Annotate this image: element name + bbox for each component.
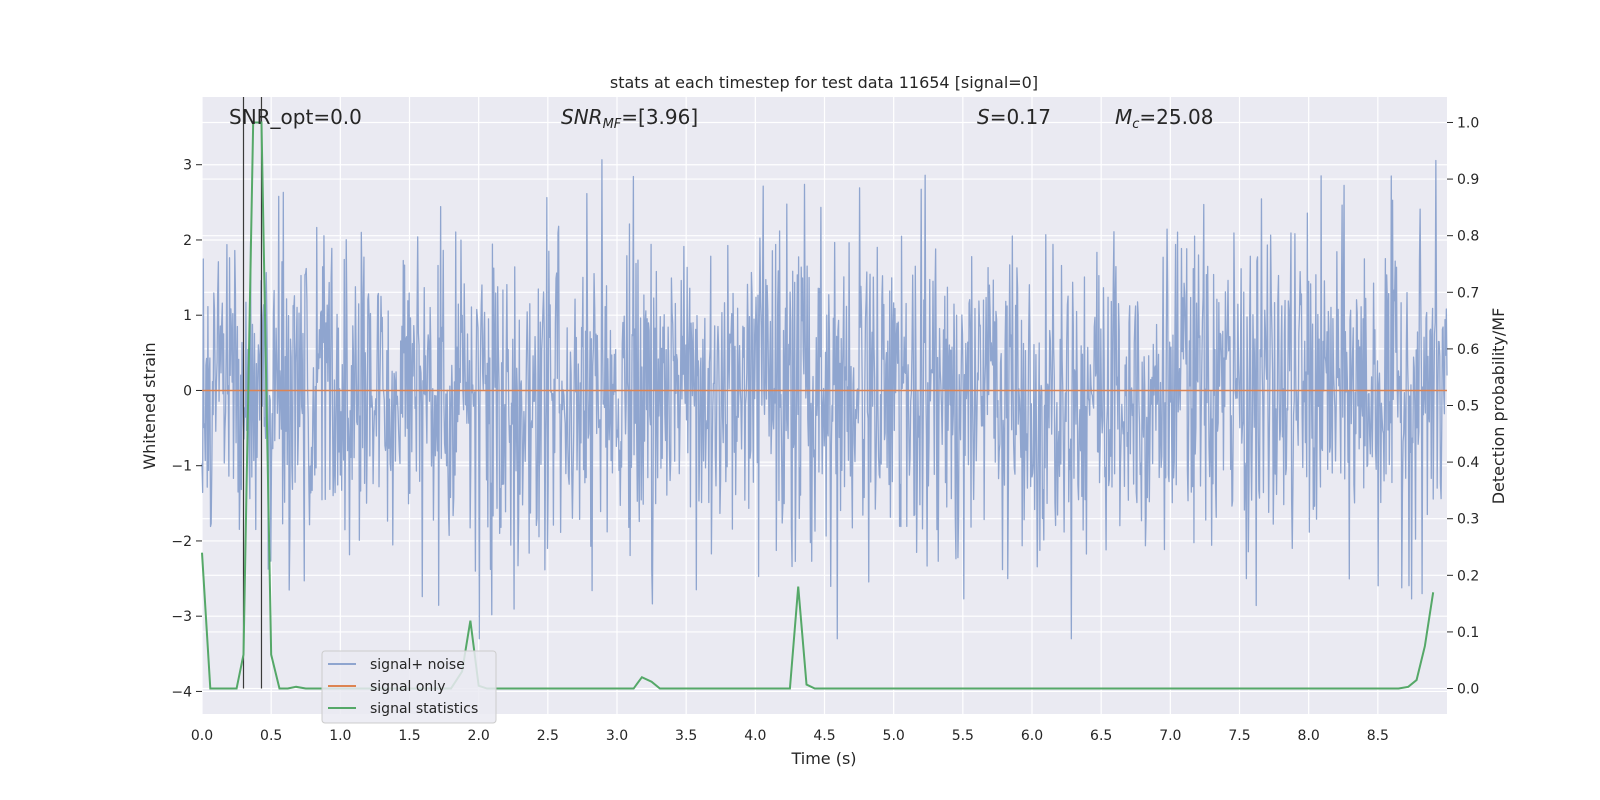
y-left-tick-label: −3 (171, 609, 192, 625)
signal-noise-line (201, 159, 1448, 640)
annotation-s-value: =0.17 (990, 105, 1051, 129)
vertical-markers (242, 97, 263, 689)
x-tick-label: 1.0 (329, 728, 351, 744)
y-right-tick-label: 1.0 (1457, 115, 1479, 131)
annotation-s: S=0.17 (977, 105, 1051, 129)
y-left-tick-label: 1 (183, 308, 192, 324)
annotation-snr-mf-value: =[3.96] (621, 105, 698, 129)
y-right-tick-label: 0.4 (1457, 455, 1479, 471)
y-right-tick-label: 0.3 (1457, 512, 1479, 528)
x-tick-label: 3.5 (675, 728, 697, 744)
annotation-mc-main: M (1115, 105, 1132, 129)
x-tick-label: 8.0 (1298, 728, 1320, 744)
legend-label-signal-only: signal only (370, 679, 445, 695)
y-right-axis-ticks: 1.0 0.9 0.8 0.7 0.6 0.5 0.4 0.3 0.2 0.1 0.0 (1447, 115, 1479, 698)
x-axis-label: Time (s) (790, 749, 856, 768)
x-tick-label: 0.5 (260, 728, 282, 744)
x-tick-label: 2.5 (537, 728, 559, 744)
annotation-snr-mf: SNRMF=[3.96] (561, 105, 698, 132)
y-right-tick-label: 0.6 (1457, 342, 1479, 358)
annotation-mc-sub: c (1132, 117, 1139, 132)
x-tick-label: 7.5 (1228, 728, 1250, 744)
annotation-mc: Mc=25.08 (1115, 105, 1213, 132)
legend-box (321, 650, 497, 724)
annotation-s-main: S (977, 105, 990, 129)
y-right-tick-label: 0.7 (1457, 285, 1479, 301)
x-tick-label: 8.5 (1367, 728, 1389, 744)
signal-noise-series (201, 159, 1448, 640)
y-right-tick-label: 0.9 (1457, 172, 1479, 188)
x-tick-label: 3.0 (606, 728, 628, 744)
chart-title: stats at each timestep for test data 116… (610, 73, 1038, 92)
y-right-tick-label: 0.1 (1457, 625, 1479, 641)
x-tick-label: 1.5 (398, 728, 420, 744)
y-left-tick-label: −1 (171, 459, 192, 475)
y-left-tick-label: −2 (171, 534, 192, 550)
legend-label-signal-noise: signal+ noise (370, 657, 465, 673)
x-tick-label: 7.0 (1159, 728, 1181, 744)
y-left-tick-label: −4 (171, 684, 192, 700)
x-axis-ticks: 0.0 0.5 1.0 1.5 2.0 2.5 3.0 3.5 4.0 4.5 5.0 5.5 6.0 6… (191, 728, 1389, 744)
y-right-axis-label: Detection probability/MF (1489, 308, 1508, 505)
annotation-mc-value: =25.08 (1139, 105, 1213, 129)
y-left-axis-ticks: 3 2 1 0 −1 −2 −3 −4 (171, 158, 202, 700)
x-tick-label: 2.0 (468, 728, 490, 744)
x-tick-label: 4.0 (744, 728, 766, 744)
y-right-tick-label: 0.2 (1457, 568, 1479, 584)
y-left-tick-label: 2 (183, 233, 192, 249)
y-left-axis-label: Whitened strain (140, 342, 159, 469)
legend-label-signal-statistics: signal statistics (370, 701, 478, 717)
annotation-snr-mf-sub: MF (603, 117, 622, 132)
x-tick-label: 5.0 (883, 728, 905, 744)
x-tick-label: 5.5 (952, 728, 974, 744)
y-left-tick-label: 3 (183, 158, 192, 174)
y-right-tick-label: 0.8 (1457, 229, 1479, 245)
x-tick-label: 4.5 (813, 728, 835, 744)
x-tick-label: 6.0 (1021, 728, 1043, 744)
annotation-snr-mf-main: SNR (561, 105, 603, 129)
y-right-tick-label: 0.0 (1457, 682, 1479, 698)
x-tick-label: 6.5 (1090, 728, 1112, 744)
y-right-tick-label: 0.5 (1457, 399, 1479, 415)
legend: signal+ noise signal only signal statist… (321, 650, 497, 724)
annotation-snr-opt: SNR_opt=0.0 (229, 105, 362, 129)
x-tick-label: 0.0 (191, 728, 213, 744)
y-left-tick-label: 0 (183, 383, 192, 399)
